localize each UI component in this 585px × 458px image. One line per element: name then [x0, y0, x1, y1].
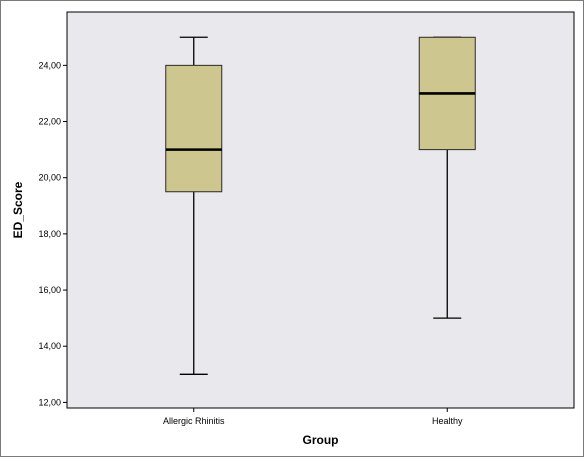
y-tick-label: 12,00: [38, 397, 61, 407]
x-axis: Allergic Rhinitis Healthy: [163, 408, 463, 426]
y-tick-label: 22,00: [38, 117, 61, 127]
box-iqr: [165, 64, 223, 193]
y-axis-title: ED_Score: [11, 181, 25, 238]
y-tick-label: 14,00: [38, 341, 61, 351]
plot-area: [66, 11, 575, 409]
y-axis: 12,00 14,00 16,00 18,00 20,00 22,00 24,00: [38, 60, 67, 407]
x-tick-label: Healthy: [432, 416, 463, 426]
y-tick-label: 20,00: [38, 173, 61, 183]
box-healthy: [418, 36, 476, 319]
x-axis-title: Group: [303, 433, 339, 447]
y-tick-label: 18,00: [38, 229, 61, 239]
y-tick-label: 16,00: [38, 285, 61, 295]
y-tick-label: 24,00: [38, 60, 61, 70]
x-tick-label: Allergic Rhinitis: [163, 416, 225, 426]
box-allergic-rhinitis: [165, 36, 223, 375]
box-series: [165, 36, 476, 375]
